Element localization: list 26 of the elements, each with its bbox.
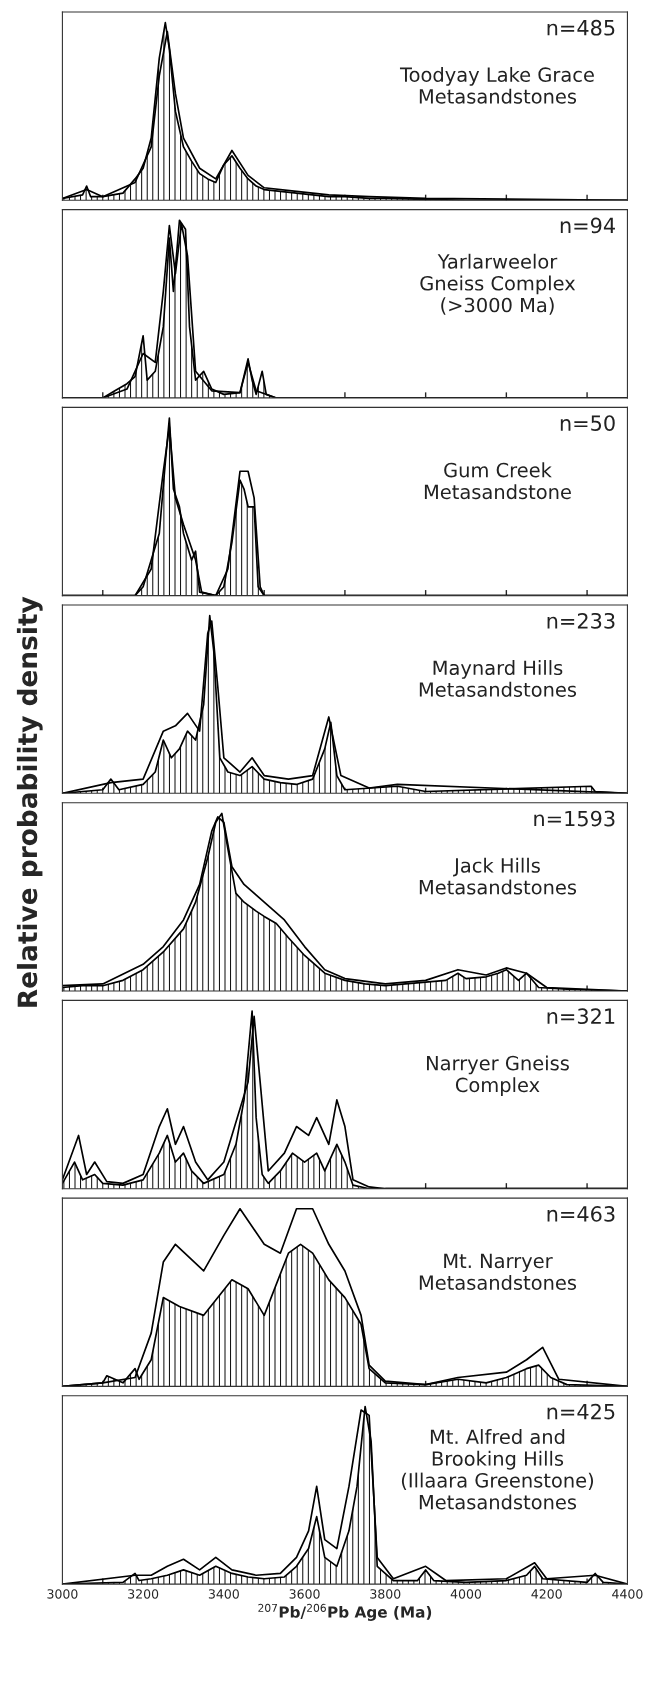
annotation: Maynard Hills Metasandstones bbox=[419, 660, 577, 697]
annotation: n=485 bbox=[547, 19, 615, 36]
x-tick-label: 3600 bbox=[289, 1589, 320, 1599]
x-tick-label: 3400 bbox=[208, 1589, 239, 1599]
annotation: Yarlarweelor Gneiss Complex (>3000 Ma) bbox=[420, 253, 576, 315]
annotation: Mt. Alfred and Brooking Hills (Illaara Greenstone) Metasandstones bbox=[401, 1429, 594, 1510]
y-axis-title: Relative probability density bbox=[16, 596, 43, 1007]
annotation: n=321 bbox=[547, 1008, 615, 1025]
x-tick-label: 4400 bbox=[612, 1589, 643, 1599]
annotation: n=94 bbox=[560, 217, 615, 234]
x-axis-title: $^{207}$Pb/$^{206}$Pb Age (Ma) bbox=[258, 1603, 432, 1621]
annotation: Toodyay Lake Grace Metasandstones bbox=[399, 66, 594, 104]
annotation: n=233 bbox=[547, 612, 615, 629]
x-tick-label: 4000 bbox=[450, 1589, 482, 1599]
annotation: n=1593 bbox=[534, 810, 615, 827]
annotation: Mt. Narryer Metasandstones bbox=[419, 1253, 577, 1290]
annotation: n=425 bbox=[547, 1403, 615, 1420]
x-tick-label: 3800 bbox=[370, 1589, 401, 1599]
annotation: Jack Hills Metasandstones bbox=[419, 857, 577, 895]
annotation: n=463 bbox=[547, 1206, 615, 1222]
x-tick-label: 3000 bbox=[47, 1589, 78, 1599]
annotation: n=50 bbox=[560, 415, 615, 431]
x-tick-label: 4200 bbox=[531, 1589, 562, 1599]
annotation: Gum Creek Metasandstone bbox=[424, 462, 571, 500]
annotation: Narryer Gneiss Complex bbox=[427, 1055, 569, 1097]
x-tick-label: 3200 bbox=[128, 1589, 159, 1599]
